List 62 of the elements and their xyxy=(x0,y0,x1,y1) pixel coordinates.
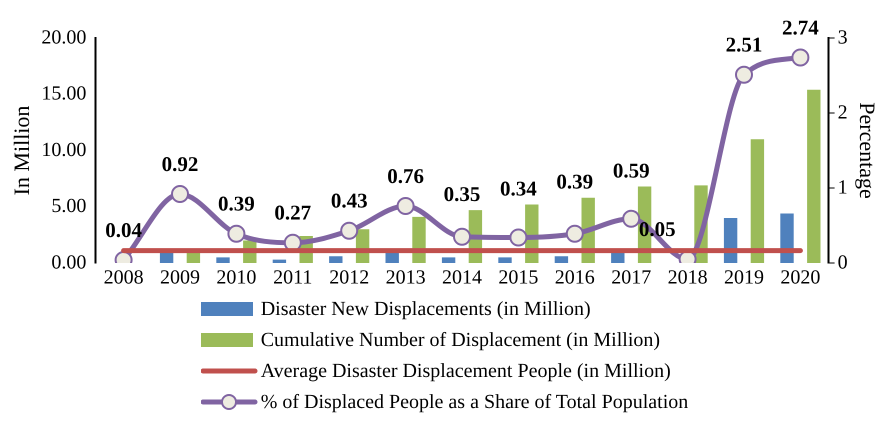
data-label: 0.34 xyxy=(500,176,538,200)
y-tick-label: 10.00 xyxy=(41,138,86,161)
bar xyxy=(807,90,820,263)
x-tick-label: 2018 xyxy=(668,266,708,288)
data-label: 0.04 xyxy=(105,218,142,242)
bar xyxy=(386,252,399,263)
data-label: 0.92 xyxy=(162,152,198,176)
point xyxy=(509,228,528,246)
bar xyxy=(329,256,343,263)
legend-label: Average Disaster Displacement People (in Million) xyxy=(260,358,671,384)
bar xyxy=(611,252,625,263)
bar xyxy=(160,252,174,263)
x-tick-label: 2019 xyxy=(724,266,764,288)
y-tick-label: 0.00 xyxy=(51,251,86,274)
point xyxy=(735,66,753,84)
y2-tick-label: 3 xyxy=(838,26,848,48)
data-label: 2.74 xyxy=(782,15,820,40)
legend-label: % of Displaced People as a Share of Total Population xyxy=(260,390,688,414)
point xyxy=(340,222,358,240)
y2-axis-title: Percentage xyxy=(855,102,880,199)
y2-tick-label: 1 xyxy=(838,176,848,198)
x-tick-label: 2017 xyxy=(611,266,652,288)
bar xyxy=(272,260,286,263)
data-label: 0.27 xyxy=(274,200,312,225)
bar xyxy=(750,139,764,263)
point xyxy=(622,210,640,228)
point xyxy=(171,185,189,203)
x-tick-label: 2020 xyxy=(780,266,820,288)
bar xyxy=(442,257,456,263)
legend-label: Disaster New Displacements (in Million) xyxy=(260,296,591,322)
data-label: 0.43 xyxy=(330,188,368,213)
point xyxy=(566,224,584,243)
data-label: 0.39 xyxy=(556,170,594,194)
point xyxy=(453,228,471,246)
y-tick-label: 5.00 xyxy=(51,195,86,217)
x-tick-label: 2011 xyxy=(273,266,312,288)
y-axis-title: In Million xyxy=(8,106,34,196)
x-tick-label: 2009 xyxy=(160,266,200,288)
y2-tick-label: 2 xyxy=(838,101,848,124)
point xyxy=(227,224,246,243)
y-tick-label: 15.00 xyxy=(41,82,86,104)
bar xyxy=(216,257,230,263)
x-tick-label: 2016 xyxy=(554,266,595,288)
x-tick-label: 2012 xyxy=(329,266,370,288)
data-label: 0.35 xyxy=(444,182,480,206)
x-tick-label: 2010 xyxy=(216,266,256,288)
x-tick-label: 2008 xyxy=(104,266,144,288)
data-label: 2.51 xyxy=(726,32,762,57)
legend-label: Cumulative Number of Displacement (in Million) xyxy=(260,328,660,352)
bar xyxy=(724,218,738,263)
point xyxy=(396,197,415,215)
data-label: 0.59 xyxy=(612,158,650,182)
y-tick-label: 20.00 xyxy=(41,26,86,48)
bar xyxy=(498,257,512,263)
point xyxy=(791,48,810,66)
y2-tick-label: 0 xyxy=(838,251,848,274)
data-label: 0.39 xyxy=(218,192,255,216)
bar xyxy=(554,256,568,263)
x-tick-label: 2013 xyxy=(386,266,426,288)
x-tick-label: 2015 xyxy=(498,266,538,288)
x-tick-label: 2014 xyxy=(442,266,482,288)
data-label: 0.76 xyxy=(387,164,424,188)
